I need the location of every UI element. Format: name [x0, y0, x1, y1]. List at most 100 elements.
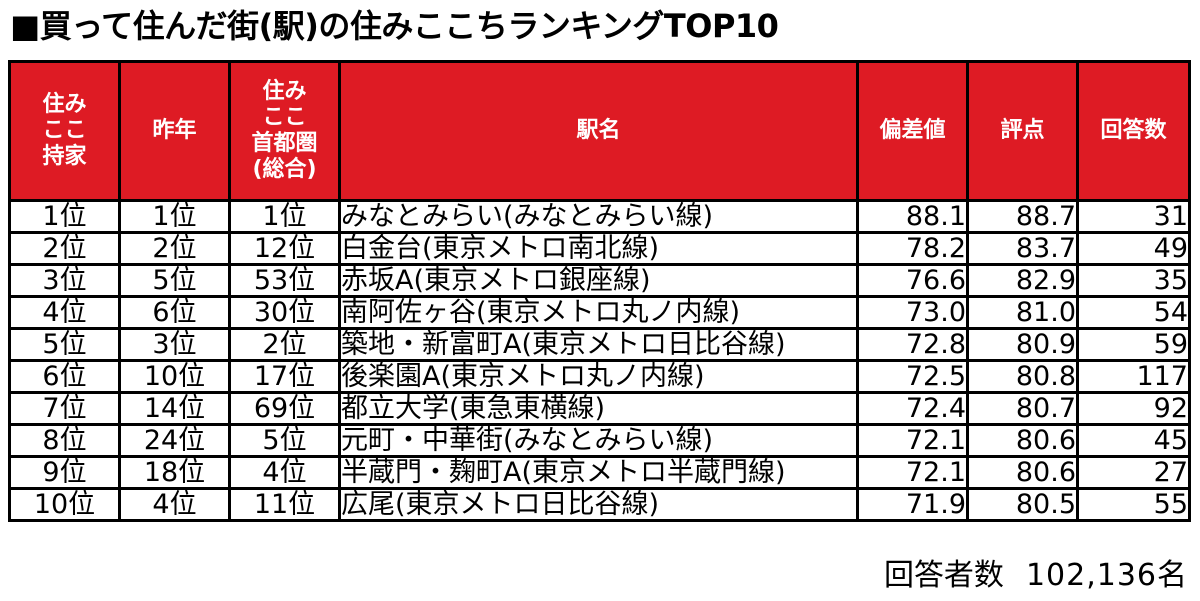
cell-capital-rank: 69位 — [228, 391, 341, 426]
cell-rank: 3位 — [8, 263, 121, 298]
cell-station: 後楽園A(東京メトロ丸ノ内線) — [338, 359, 859, 394]
table-body: 1位 1位 1位 みなとみらい(みなとみらい線) 88.1 88.7 31 2位 2位 12位 白金… — [8, 199, 1191, 522]
header-last-year: 昨年 — [118, 60, 231, 202]
respondent-number: 102,136名 — [1025, 558, 1188, 593]
table-row: 1位 1位 1位 みなとみらい(みなとみらい線) 88.1 88.7 31 — [8, 199, 1191, 234]
header-row: 住み ここ 持家 昨年 住み ここ 首都圏 (総合) 駅名 偏差値 評点 回答数 — [8, 60, 1191, 202]
cell-score: 80.7 — [966, 391, 1079, 426]
table-row: 9位 18位 4位 半蔵門・麹町A(東京メトロ半蔵門線) 72.1 80.6 27 — [8, 455, 1191, 490]
cell-last-year: 2位 — [118, 231, 231, 266]
cell-rank: 9位 — [8, 455, 121, 490]
cell-responses: 31 — [1076, 199, 1191, 234]
cell-station: 半蔵門・麹町A(東京メトロ半蔵門線) — [338, 455, 859, 490]
header-responses: 回答数 — [1076, 60, 1191, 202]
cell-station: 築地・新富町A(東京メトロ日比谷線) — [338, 327, 859, 362]
cell-responses: 45 — [1076, 423, 1191, 458]
cell-last-year: 18位 — [118, 455, 231, 490]
cell-responses: 55 — [1076, 487, 1191, 522]
cell-rank: 7位 — [8, 391, 121, 426]
cell-station: 赤坂A(東京メトロ銀座線) — [338, 263, 859, 298]
table-row: 8位 24位 5位 元町・中華街(みなとみらい線) 72.1 80.6 45 — [8, 423, 1191, 458]
cell-capital-rank: 12位 — [228, 231, 341, 266]
cell-responses: 27 — [1076, 455, 1191, 490]
cell-capital-rank: 1位 — [228, 199, 341, 234]
cell-rank: 10位 — [8, 487, 121, 522]
cell-score: 88.7 — [966, 199, 1079, 234]
cell-score: 80.6 — [966, 423, 1079, 458]
cell-deviation: 88.1 — [856, 199, 969, 234]
cell-capital-rank: 11位 — [228, 487, 341, 522]
cell-deviation: 72.1 — [856, 455, 969, 490]
cell-rank: 6位 — [8, 359, 121, 394]
header-line: ここ — [262, 105, 307, 130]
header-line: ここ — [42, 118, 87, 143]
cell-last-year: 6位 — [118, 295, 231, 330]
cell-capital-rank: 30位 — [228, 295, 341, 330]
cell-last-year: 24位 — [118, 423, 231, 458]
header-line: 持家 — [42, 144, 87, 169]
cell-rank: 8位 — [8, 423, 121, 458]
cell-rank: 1位 — [8, 199, 121, 234]
header-sumikoko-owned: 住み ここ 持家 — [8, 60, 121, 202]
cell-score: 80.8 — [966, 359, 1079, 394]
cell-deviation: 72.8 — [856, 327, 969, 362]
cell-deviation: 72.1 — [856, 423, 969, 458]
cell-deviation: 78.2 — [856, 231, 969, 266]
respondent-label: 回答者数 — [883, 558, 1004, 593]
cell-last-year: 3位 — [118, 327, 231, 362]
header-capital-overall: 住み ここ 首都圏 (総合) — [228, 60, 341, 202]
cell-responses: 54 — [1076, 295, 1191, 330]
header-line: 首都圏 — [251, 131, 318, 156]
cell-deviation: 73.0 — [856, 295, 969, 330]
cell-responses: 35 — [1076, 263, 1191, 298]
header-line: 住み — [262, 79, 307, 104]
cell-capital-rank: 2位 — [228, 327, 341, 362]
header-score: 評点 — [966, 60, 1079, 202]
header-deviation: 偏差値 — [856, 60, 969, 202]
respondent-count: 回答者数 102,136名 — [884, 556, 1188, 596]
header-line: (総合) — [252, 157, 317, 182]
cell-responses: 117 — [1076, 359, 1191, 394]
cell-last-year: 5位 — [118, 263, 231, 298]
cell-deviation: 72.5 — [856, 359, 969, 394]
cell-station: みなとみらい(みなとみらい線) — [338, 199, 859, 234]
cell-score: 80.5 — [966, 487, 1079, 522]
table-row: 10位 4位 11位 広尾(東京メトロ日比谷線) 71.9 80.5 55 — [8, 487, 1191, 522]
cell-last-year: 4位 — [118, 487, 231, 522]
cell-capital-rank: 17位 — [228, 359, 341, 394]
cell-score: 80.6 — [966, 455, 1079, 490]
cell-rank: 5位 — [8, 327, 121, 362]
cell-capital-rank: 53位 — [228, 263, 341, 298]
cell-rank: 4位 — [8, 295, 121, 330]
cell-deviation: 76.6 — [856, 263, 969, 298]
table-row: 6位 10位 17位 後楽園A(東京メトロ丸ノ内線) 72.5 80.8 117 — [8, 359, 1191, 394]
table-row: 2位 2位 12位 白金台(東京メトロ南北線) 78.2 83.7 49 — [8, 231, 1191, 266]
cell-deviation: 71.9 — [856, 487, 969, 522]
cell-rank: 2位 — [8, 231, 121, 266]
cell-station: 都立大学(東急東横線) — [338, 391, 859, 426]
cell-responses: 49 — [1076, 231, 1191, 266]
table-row: 7位 14位 69位 都立大学(東急東横線) 72.4 80.7 92 — [8, 391, 1191, 426]
table-row: 3位 5位 53位 赤坂A(東京メトロ銀座線) 76.6 82.9 35 — [8, 263, 1191, 298]
cell-responses: 59 — [1076, 327, 1191, 362]
cell-capital-rank: 5位 — [228, 423, 341, 458]
cell-last-year: 14位 — [118, 391, 231, 426]
cell-score: 80.9 — [966, 327, 1079, 362]
cell-deviation: 72.4 — [856, 391, 969, 426]
cell-station: 元町・中華街(みなとみらい線) — [338, 423, 859, 458]
cell-score: 83.7 — [966, 231, 1079, 266]
cell-last-year: 1位 — [118, 199, 231, 234]
ranking-table: 住み ここ 持家 昨年 住み ここ 首都圏 (総合) 駅名 偏差値 評点 回答数… — [8, 60, 1191, 522]
cell-responses: 92 — [1076, 391, 1191, 426]
cell-station: 白金台(東京メトロ南北線) — [338, 231, 859, 266]
cell-last-year: 10位 — [118, 359, 231, 394]
cell-station: 南阿佐ヶ谷(東京メトロ丸ノ内線) — [338, 295, 859, 330]
page-title: ■買って住んだ街(駅)の住みここちランキングTOP10 — [10, 7, 779, 45]
header-station: 駅名 — [338, 60, 859, 202]
cell-capital-rank: 4位 — [228, 455, 341, 490]
table-row: 5位 3位 2位 築地・新富町A(東京メトロ日比谷線) 72.8 80.9 59 — [8, 327, 1191, 362]
header-line: 住み — [42, 92, 87, 117]
table-row: 4位 6位 30位 南阿佐ヶ谷(東京メトロ丸ノ内線) 73.0 81.0 54 — [8, 295, 1191, 330]
cell-station: 広尾(東京メトロ日比谷線) — [338, 487, 859, 522]
cell-score: 81.0 — [966, 295, 1079, 330]
